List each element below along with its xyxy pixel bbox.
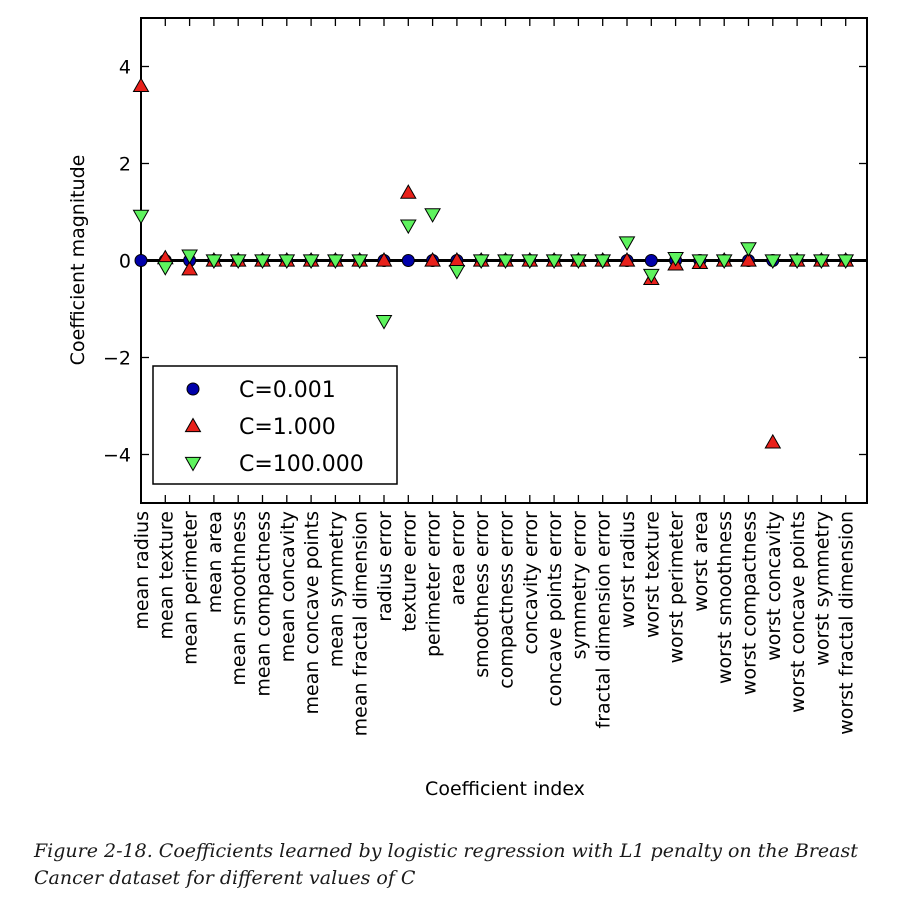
x-tick-label: concavity error	[520, 511, 542, 655]
data-point	[570, 254, 587, 270]
data-point	[764, 433, 782, 449]
x-tick-label: smoothness error	[471, 511, 493, 678]
data-markers	[132, 77, 855, 449]
data-point	[375, 315, 393, 330]
data-point	[424, 251, 441, 267]
data-point	[594, 254, 612, 270]
data-point	[764, 254, 782, 270]
x-tick-label: mean fractal dimension	[350, 511, 372, 736]
data-point	[205, 254, 223, 270]
x-tick-label: mean compactness	[253, 511, 275, 697]
legend-marker	[184, 456, 202, 472]
data-point	[618, 251, 636, 267]
x-tick-label: worst concave points	[787, 511, 809, 713]
data-point	[837, 254, 855, 270]
data-point	[521, 254, 539, 270]
data-point	[399, 184, 417, 199]
legend: C=0.001 C=1.000 C=100.000	[152, 365, 398, 485]
data-point	[351, 254, 369, 270]
data-point	[497, 254, 514, 270]
data-point	[132, 77, 150, 93]
legend-label: C=1.000	[239, 415, 336, 440]
x-tick-label: mean concave points	[301, 511, 323, 714]
data-point	[691, 254, 709, 270]
data-point	[813, 254, 830, 270]
x-tick-label: worst texture	[641, 511, 663, 638]
x-tick-label: compactness error	[496, 511, 518, 689]
data-point	[472, 254, 490, 270]
x-tick-label: worst fractal dimension	[836, 511, 858, 735]
data-point	[644, 254, 658, 267]
y-axis-title: Coefficient magnitude	[67, 155, 89, 366]
data-point	[399, 219, 417, 235]
series-triangle-down	[132, 208, 855, 330]
data-point	[788, 254, 806, 270]
x-tick-label: concave points error	[544, 511, 566, 707]
x-tick-label: mean smoothness	[228, 511, 250, 686]
data-point	[401, 254, 415, 267]
data-point	[302, 254, 320, 270]
x-tick-label: mean symmetry	[325, 511, 347, 667]
x-tick-label: perimeter error	[423, 511, 445, 657]
x-tick-label: worst smoothness	[714, 511, 736, 684]
y-tick-label: −2	[103, 348, 131, 370]
data-point	[642, 268, 660, 284]
x-axis-title: Coefficient index	[425, 778, 585, 800]
x-tick-label: worst area	[690, 511, 712, 612]
legend-marker	[186, 382, 200, 396]
y-tick-label: −4	[103, 445, 131, 467]
x-tick-label: mean perimeter	[180, 511, 202, 665]
y-tick-label: 0	[119, 251, 131, 273]
data-point	[667, 251, 684, 267]
x-tick-label: worst perimeter	[666, 511, 688, 664]
data-point	[424, 208, 441, 223]
x-tick-label: texture error	[398, 511, 420, 632]
y-tick-label: 4	[119, 57, 131, 79]
coefficient-chart: 4 2 0 −2 −4 mean radius mean texture mean peri…	[67, 17, 868, 800]
y-tick-label: 2	[119, 154, 131, 176]
data-point	[132, 209, 150, 225]
x-tick-label: mean concavity	[277, 511, 299, 662]
x-tick-label: symmetry error	[568, 511, 590, 660]
x-tick-label: mean area	[204, 511, 226, 613]
data-point	[327, 254, 344, 270]
legend-marker	[184, 417, 202, 433]
x-tick-label: radius error	[374, 511, 396, 622]
data-point	[545, 254, 563, 270]
data-point	[254, 254, 271, 270]
x-tick-label: worst compactness	[739, 511, 761, 695]
data-point	[715, 254, 733, 270]
x-tick-label: mean texture	[155, 511, 177, 640]
data-point	[181, 260, 198, 276]
data-point	[134, 254, 148, 267]
data-point	[181, 249, 198, 265]
data-point	[448, 265, 466, 280]
x-tick-label: fractal dimension error	[593, 511, 615, 729]
x-tick-label: worst concavity	[763, 511, 785, 661]
x-tick-label: area error	[447, 511, 469, 606]
legend-label: C=0.001	[239, 378, 336, 403]
data-point	[278, 254, 296, 270]
data-point	[156, 261, 174, 276]
figure-caption: Figure 2-18. Coefficients learned by log…	[34, 840, 858, 889]
y-axis-ticks: 4 2 0 −2 −4	[103, 57, 867, 467]
legend-label: C=100.000	[239, 452, 364, 477]
data-point	[229, 254, 247, 270]
data-point	[375, 251, 393, 267]
data-point	[740, 242, 757, 257]
x-tick-label: mean radius	[131, 511, 153, 630]
x-tick-label: worst radius	[617, 511, 639, 628]
x-axis-ticks: mean radius mean texture mean perimeter mea…	[131, 18, 858, 736]
x-tick-label: worst symmetry	[811, 511, 833, 666]
data-point	[740, 251, 757, 267]
data-point	[618, 236, 636, 252]
